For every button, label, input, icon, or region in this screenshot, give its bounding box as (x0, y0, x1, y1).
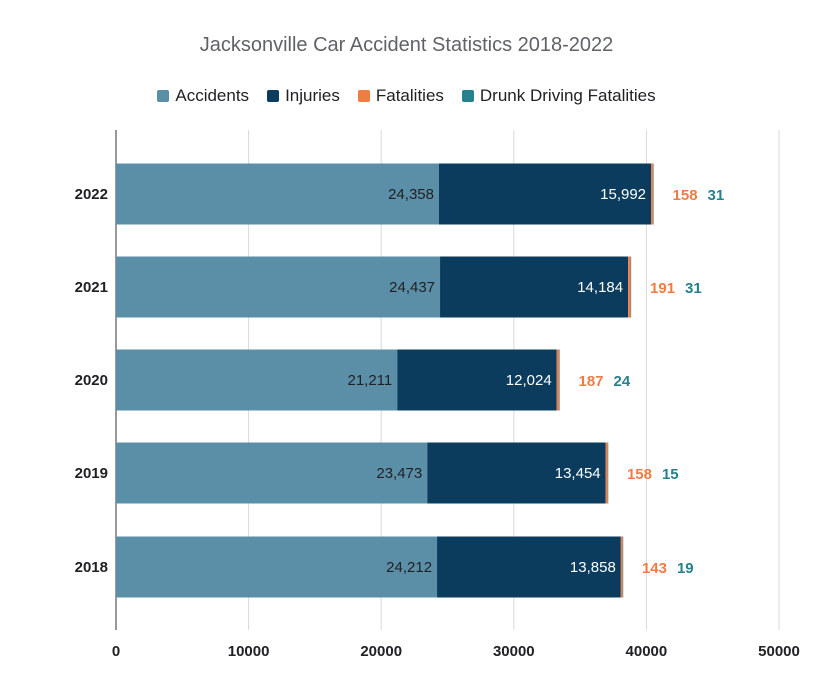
data-label-fatalities-2018: 143 (642, 560, 667, 577)
data-label-injuries-2020: 12,024 (506, 372, 552, 389)
legend-swatch-fatalities (357, 90, 370, 102)
x-tick-label-10000: 10000 (228, 643, 270, 660)
data-label-accidents-2021: 24,437 (389, 279, 435, 296)
data-label-accidents-2018: 24,212 (386, 559, 432, 576)
bar-accidents-2019 (116, 442, 428, 504)
legend-item-injuries[interactable]: Injuries (267, 86, 340, 106)
x-tick-label-30000: 30000 (493, 643, 535, 660)
legend-label-accidents: Accidents (175, 86, 250, 105)
data-label-accidents-2019: 23,473 (376, 465, 422, 482)
bar-injuries-2022 (438, 163, 652, 225)
legend: Accidents Injuries Fatalities Drunk Driv… (0, 86, 813, 106)
data-label-accidents-2020: 21,211 (347, 372, 392, 389)
data-label-injuries-2022: 15,992 (600, 186, 646, 203)
legend-item-accidents[interactable]: Accidents (157, 86, 249, 106)
x-tick-label-50000: 50000 (758, 643, 800, 660)
bar-fatalities-2022 (651, 163, 654, 225)
data-label-accidents-2022: 24,358 (388, 186, 434, 203)
data-label-drunk-driving-fatalities-2021: 31 (685, 280, 702, 297)
legend-label-injuries: Injuries (285, 86, 340, 105)
bar-fatalities-2021 (628, 256, 631, 318)
legend-label-fatalities: Fatalities (375, 86, 444, 105)
bar-injuries-2021 (440, 256, 629, 318)
bar-fatalities-2020 (556, 349, 560, 411)
data-label-fatalities-2021: 191 (650, 280, 675, 297)
chart-title: Jacksonville Car Accident Statistics 201… (199, 34, 614, 56)
bar-injuries-2020 (397, 349, 557, 411)
bar-drunk-driving-fatalities-2022 (653, 163, 654, 225)
bar-accidents-2021 (116, 256, 441, 318)
data-label-drunk-driving-fatalities-2018: 19 (677, 560, 694, 577)
x-tick-label-20000: 20000 (360, 643, 402, 660)
legend-label-drunk-driving-fatalities: Drunk Driving Fatalities (479, 86, 656, 105)
data-label-fatalities-2020: 187 (578, 373, 603, 390)
data-label-drunk-driving-fatalities-2019: 15 (662, 466, 679, 483)
data-label-fatalities-2022: 158 (673, 187, 698, 204)
data-label-drunk-driving-fatalities-2020: 24 (613, 373, 630, 390)
legend-swatch-drunk-driving-fatalities (461, 90, 474, 102)
data-label-injuries-2021: 14,184 (577, 279, 623, 296)
bar-accidents-2018 (116, 536, 438, 598)
data-label-drunk-driving-fatalities-2022: 31 (708, 187, 725, 204)
data-label-injuries-2019: 13,454 (555, 465, 601, 482)
bar-drunk-driving-fatalities-2021 (630, 256, 632, 318)
legend-swatch-accidents (157, 90, 170, 102)
bar-fatalities-2018 (620, 536, 623, 598)
x-tick-label-0: 0 (112, 643, 120, 660)
legend-swatch-injuries (267, 90, 280, 102)
category-label-2021: 2021 (75, 279, 108, 296)
bar-fatalities-2019 (605, 442, 608, 504)
category-label-2022: 2022 (75, 186, 108, 203)
x-tick-label-40000: 40000 (626, 643, 668, 660)
bar-accidents-2022 (116, 163, 439, 225)
bar-drunk-driving-fatalities-2020 (559, 349, 560, 411)
bar-injuries-2019 (427, 442, 606, 504)
bar-injuries-2018 (437, 536, 621, 598)
category-label-2019: 2019 (75, 465, 108, 482)
data-label-fatalities-2019: 158 (627, 466, 652, 483)
legend-item-drunk-driving-fatalities[interactable]: Drunk Driving Fatalities (461, 86, 656, 106)
bar-drunk-driving-fatalities-2018 (622, 536, 624, 598)
category-label-2018: 2018 (75, 559, 108, 576)
category-label-2020: 2020 (75, 372, 108, 389)
data-label-injuries-2018: 13,858 (570, 559, 616, 576)
bar-accidents-2020 (116, 349, 398, 411)
bar-drunk-driving-fatalities-2019 (607, 442, 609, 504)
legend-item-fatalities[interactable]: Fatalities (357, 86, 444, 106)
